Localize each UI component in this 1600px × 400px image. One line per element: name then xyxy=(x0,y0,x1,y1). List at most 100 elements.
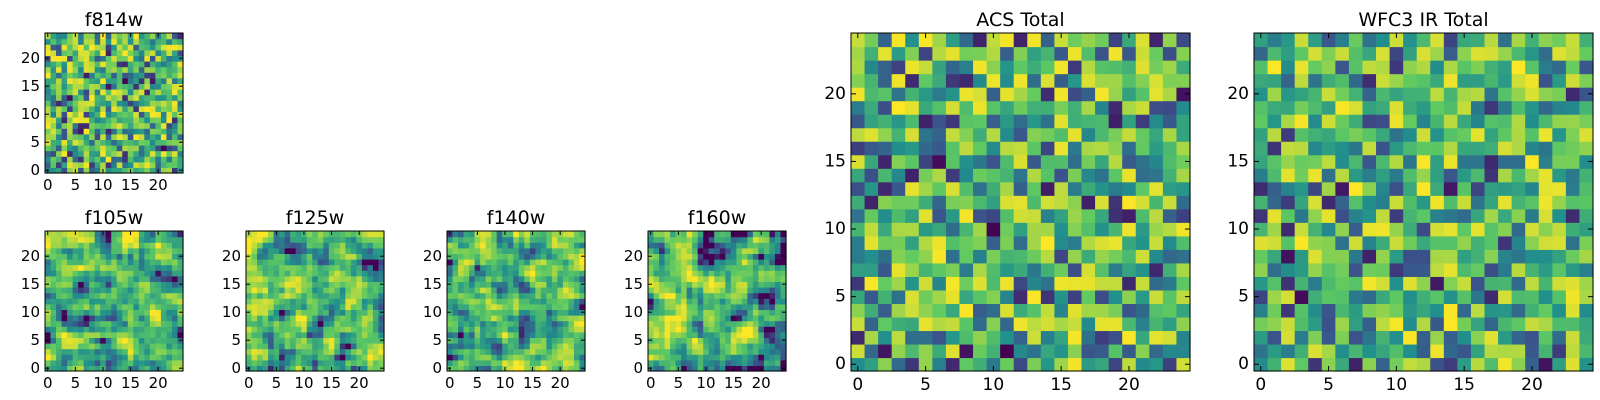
heatmap-cell xyxy=(345,343,352,350)
heatmap-cell xyxy=(458,264,465,271)
heatmap-cell xyxy=(1538,316,1553,332)
heatmap-cell xyxy=(67,303,74,310)
heatmap-cell xyxy=(328,281,335,288)
heatmap-cell xyxy=(361,264,369,271)
heatmap-cell xyxy=(1443,222,1458,237)
heatmap-cell xyxy=(1081,87,1096,102)
heatmap-cell xyxy=(774,259,782,266)
heatmap-cell xyxy=(1149,235,1164,250)
heatmap-cell xyxy=(474,281,481,288)
heatmap-cell xyxy=(1416,357,1431,372)
heatmap-cell xyxy=(675,264,682,271)
heatmap-cell xyxy=(1457,343,1472,359)
heatmap-cell xyxy=(89,77,96,84)
heatmap-cell xyxy=(681,331,688,338)
heatmap-cell xyxy=(1013,249,1028,264)
heatmap-cell xyxy=(725,292,732,299)
heatmap-cell xyxy=(317,365,324,372)
heatmap-cell xyxy=(1281,181,1296,196)
heatmap-cell xyxy=(1443,262,1458,277)
heatmap-cell xyxy=(1081,262,1096,277)
heatmap-cell xyxy=(648,275,655,282)
heatmap-cell xyxy=(932,343,947,359)
heatmap-cell xyxy=(905,73,920,88)
heatmap-cell xyxy=(83,77,90,84)
heatmap-cell xyxy=(334,253,341,260)
heatmap-cell xyxy=(513,326,520,333)
heatmap-cell xyxy=(725,348,732,355)
heatmap-cell xyxy=(144,156,151,163)
heatmap-cell xyxy=(171,61,179,68)
heatmap-cell xyxy=(1470,46,1486,61)
heatmap-cell xyxy=(1254,235,1269,250)
heatmap-cell xyxy=(932,46,947,61)
heatmap-cell xyxy=(692,275,699,282)
heatmap-cell xyxy=(1579,330,1594,345)
heatmap-cell xyxy=(177,117,184,124)
heatmap-cell xyxy=(111,231,118,238)
heatmap-cell xyxy=(1430,249,1445,264)
heatmap-cell xyxy=(518,326,525,333)
heatmap-cell xyxy=(1027,262,1042,277)
heatmap-cell xyxy=(1538,195,1553,210)
heatmap-cell xyxy=(116,100,123,107)
heatmap-cell xyxy=(891,303,906,318)
heatmap-cell xyxy=(1294,46,1309,61)
heatmap-cell xyxy=(653,264,660,271)
heatmap-cell xyxy=(463,315,470,322)
heatmap-cell xyxy=(741,303,748,310)
heatmap-cell xyxy=(122,236,129,243)
heatmap-cell xyxy=(1149,249,1164,264)
heatmap-cell xyxy=(540,303,547,310)
heatmap-cell xyxy=(1013,289,1028,304)
heatmap-cell xyxy=(568,275,575,282)
heatmap-cell xyxy=(1162,60,1178,75)
heatmap-cell xyxy=(447,348,454,355)
heatmap-cell xyxy=(100,128,107,135)
heatmap-cell xyxy=(100,298,107,305)
heatmap-cell xyxy=(653,337,660,344)
heatmap-cell xyxy=(763,343,771,350)
heatmap-cell xyxy=(568,281,575,288)
heatmap-cell xyxy=(155,253,162,260)
heatmap-cell xyxy=(144,44,151,51)
heatmap-cell xyxy=(160,38,168,45)
heatmap-cell xyxy=(1308,343,1323,359)
heatmap-cell xyxy=(50,264,57,271)
heatmap-cell xyxy=(149,287,156,294)
heatmap-cell xyxy=(138,242,145,249)
heatmap-cell xyxy=(56,122,63,129)
heatmap-cell xyxy=(1321,276,1336,291)
heatmap-cell xyxy=(144,161,151,168)
heatmap-cell xyxy=(708,264,715,271)
heatmap-cell xyxy=(1095,87,1110,102)
heatmap-cell xyxy=(447,303,454,310)
heatmap-cell xyxy=(45,264,52,271)
heatmap-cell xyxy=(122,61,129,68)
heatmap-cell xyxy=(171,315,179,322)
heatmap-cell xyxy=(295,270,302,277)
heatmap-cell xyxy=(864,181,879,196)
heatmap-cell xyxy=(1470,60,1486,75)
heatmap-cell xyxy=(111,139,118,146)
heatmap-cell xyxy=(61,105,68,112)
heatmap-cell xyxy=(758,337,765,344)
heatmap-cell xyxy=(166,145,173,152)
heatmap-cell xyxy=(891,343,906,359)
heatmap-cell xyxy=(78,309,85,316)
heatmap-cell xyxy=(339,343,346,350)
heatmap-cell xyxy=(1389,262,1404,277)
heatmap-cell xyxy=(155,111,162,118)
heatmap-cell xyxy=(714,236,721,243)
heatmap-cell xyxy=(1040,357,1055,372)
heatmap-cell xyxy=(56,331,63,338)
heatmap-cell xyxy=(1498,343,1513,359)
heatmap-cell xyxy=(177,275,184,282)
heatmap-cell xyxy=(155,156,162,163)
heatmap-cell xyxy=(1108,127,1123,142)
heatmap-cell xyxy=(664,309,671,316)
heatmap-cell xyxy=(1254,73,1269,88)
heatmap-cell xyxy=(659,292,666,299)
heatmap-cell xyxy=(458,292,465,299)
heatmap-cell xyxy=(1403,208,1418,223)
